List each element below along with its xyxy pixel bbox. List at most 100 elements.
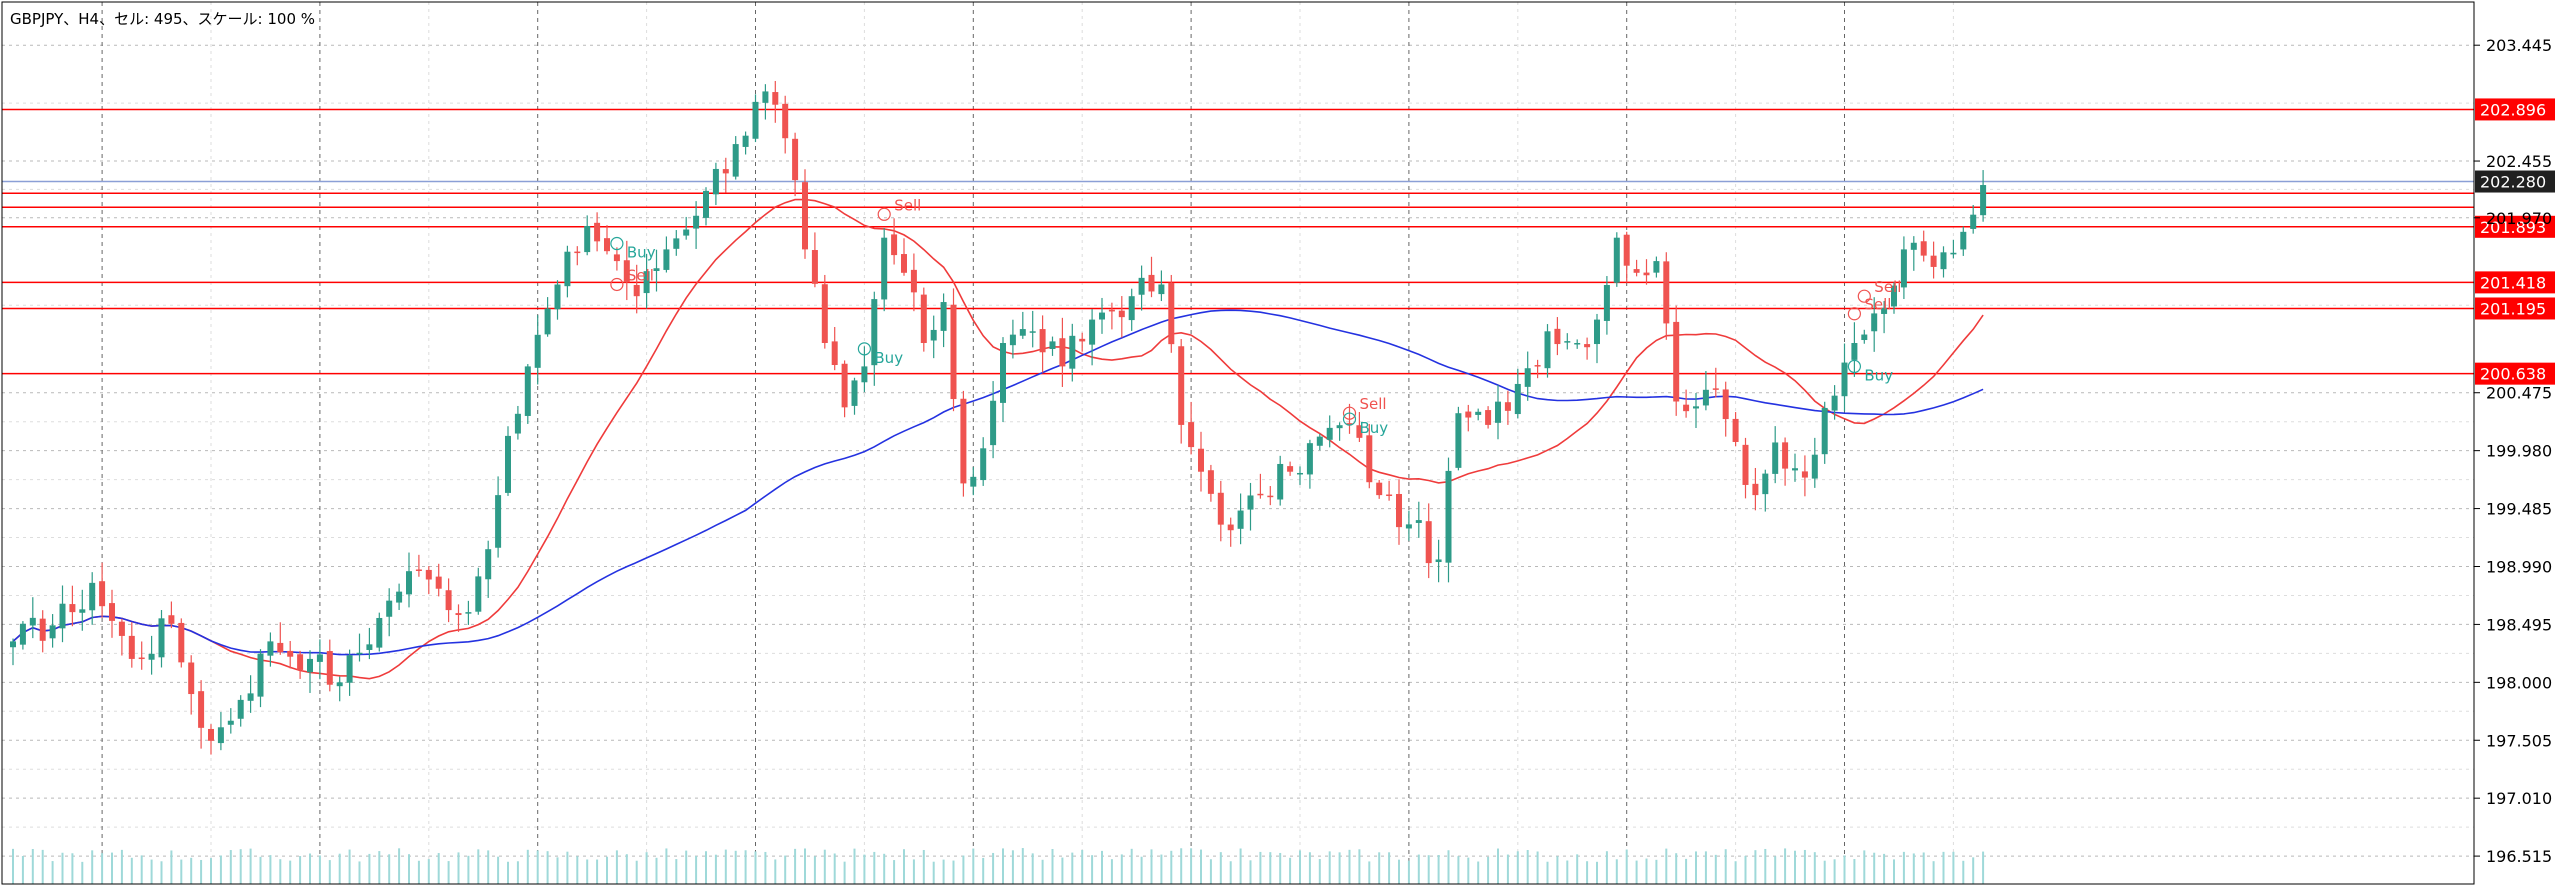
volume-bar (546, 851, 549, 884)
volume-bar (1457, 856, 1460, 884)
volume-bar (101, 853, 104, 884)
volume-bar (932, 861, 935, 884)
candle (356, 633, 363, 662)
volume-bar (1407, 860, 1410, 884)
chart-title: GBPJPY、H4、セル: 495、スケール: 100 % (10, 10, 315, 28)
candle (514, 405, 521, 440)
candle (762, 84, 769, 120)
volume-bar (61, 852, 64, 884)
volume-bar (754, 851, 757, 884)
volume-bar (31, 848, 34, 884)
buy-signal-label: Buy (627, 244, 656, 262)
volume-bar (1843, 855, 1846, 884)
volume-bar (596, 859, 599, 884)
volume-bar (1487, 856, 1490, 884)
candle (99, 562, 106, 618)
candle (19, 621, 26, 650)
volume-bar (833, 853, 836, 884)
current-price-label: 202.280 (2480, 173, 2546, 192)
volume-bar (467, 855, 470, 884)
volume-bar (1704, 851, 1707, 884)
volume-bar (685, 850, 688, 884)
price-line-label: 201.893 (2480, 218, 2546, 237)
volume-bar (150, 859, 153, 884)
volume-bar (299, 856, 302, 884)
candle (386, 588, 393, 637)
volume-bar (586, 859, 589, 884)
volume-bar (794, 848, 797, 884)
volume-bar (1893, 859, 1895, 884)
volume-bar (675, 859, 678, 884)
volume-bar (1912, 853, 1915, 884)
volume-bar (1863, 850, 1866, 884)
buy-signal-label: Buy (1360, 419, 1389, 437)
candle (1881, 301, 1888, 334)
volume-bar (1526, 850, 1529, 884)
candle (1009, 319, 1016, 359)
volume-bar (982, 857, 985, 884)
candle (336, 676, 343, 702)
volume-bar (1318, 859, 1321, 884)
volume-bar (1823, 860, 1826, 884)
signal-marker (1857, 289, 1871, 303)
volume-bar (1714, 854, 1717, 884)
candle (554, 280, 561, 320)
candle (1633, 259, 1640, 277)
volume-bar (1695, 851, 1697, 884)
candle (415, 554, 422, 577)
candle (524, 364, 531, 424)
candle (564, 245, 571, 298)
candle (1207, 464, 1214, 502)
candle (910, 253, 917, 312)
volume-bar (1873, 852, 1876, 884)
volume-bar (477, 849, 480, 884)
candle (425, 566, 432, 595)
candle (1732, 412, 1739, 447)
volume-bar (210, 858, 212, 884)
candle (1970, 204, 1977, 234)
volume-bar (1002, 848, 1004, 884)
volume-bar (447, 861, 450, 884)
candle (1465, 404, 1472, 432)
volume-bar (1209, 859, 1212, 884)
volume-bar (437, 853, 440, 884)
volume-bar (1734, 861, 1737, 884)
candle (1861, 329, 1868, 344)
candle (366, 627, 373, 660)
volume-bar (1665, 848, 1668, 884)
candle (198, 680, 205, 749)
candle (861, 346, 868, 393)
volume-bar (903, 849, 905, 884)
volume-bar (1596, 861, 1598, 884)
volume-bar (338, 853, 341, 884)
candle (871, 291, 878, 386)
candle (1801, 455, 1808, 497)
volume-bar (1655, 859, 1658, 884)
candle (821, 274, 828, 349)
candle (326, 639, 333, 692)
candle (1544, 324, 1551, 378)
volume-bar (398, 848, 401, 884)
volume-bar (1516, 851, 1519, 884)
candle (841, 360, 848, 418)
volume-bar (249, 848, 252, 884)
volume-bar (873, 851, 876, 884)
volume-bar (1308, 852, 1311, 884)
candle (1841, 343, 1848, 412)
volume-bar (328, 860, 331, 884)
volume-bar (1813, 852, 1816, 884)
candle (712, 162, 719, 206)
volume-bar (724, 849, 727, 884)
volume-bar (12, 848, 14, 884)
candle (158, 610, 165, 668)
sell-signal-label: Sell (894, 196, 921, 214)
volume-bar (309, 853, 311, 884)
candle (851, 377, 858, 415)
candle (1564, 333, 1571, 350)
candle (1277, 455, 1284, 506)
volume-bar (1299, 850, 1301, 884)
volume-bar (180, 859, 183, 884)
candle (1712, 367, 1719, 398)
volume-bar (1289, 857, 1292, 884)
